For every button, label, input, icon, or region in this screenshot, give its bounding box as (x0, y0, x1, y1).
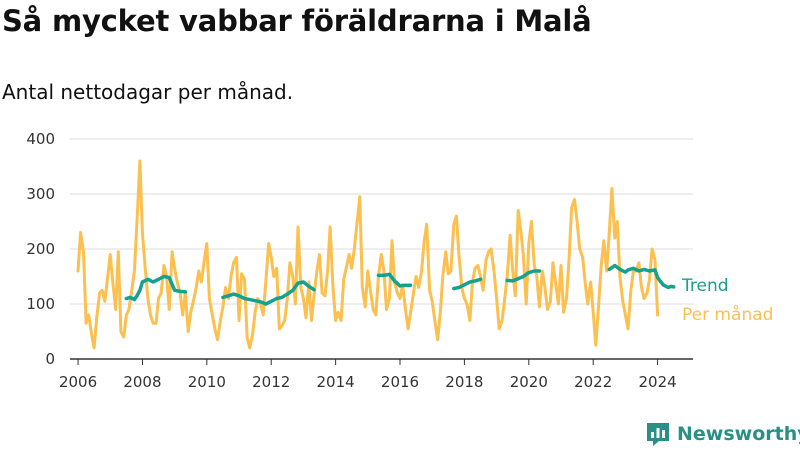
line-trend-segment (505, 269, 542, 283)
legend: Trend Per månad (681, 276, 773, 325)
y-tick-label: 400 (26, 130, 55, 148)
x-tick-label: 2012 (252, 373, 290, 391)
line-trend-segment (452, 277, 483, 291)
x-tick-label: 2018 (445, 373, 483, 391)
x-tick-label: 2024 (638, 373, 676, 391)
series-per-manad (76, 159, 660, 350)
x-tick-label: 2014 (317, 373, 355, 391)
x-tick-label: 2008 (123, 373, 161, 391)
series-trend (124, 263, 676, 306)
x-tick-label: 2020 (510, 373, 548, 391)
line-trend-segment (607, 263, 676, 290)
chart-title: Så mycket vabbar föräldrarna i Malå (2, 4, 592, 38)
legend-trend-label: Trend (681, 276, 729, 296)
brand-logo: Newsworthy (645, 420, 800, 448)
x-tick-label: 2006 (59, 373, 97, 391)
y-axis: 0 100 200 300 400 (26, 130, 55, 368)
x-tick-label: 2022 (574, 373, 612, 391)
line-trend-segment (376, 272, 413, 288)
y-tick-label: 300 (26, 185, 55, 203)
legend-per-manad-label: Per månad (682, 304, 773, 325)
chart-subtitle: Antal nettodagar per månad. (2, 80, 294, 104)
newsworthy-logo-icon (647, 423, 669, 446)
y-tick-label: 0 (45, 350, 55, 368)
x-tick-label: 2016 (381, 373, 419, 391)
y-tick-label: 100 (26, 295, 55, 313)
line-per-manad (76, 159, 660, 350)
brand-name: Newsworthy (677, 423, 800, 445)
line-trend-segment (124, 274, 188, 302)
line-trend-segment (221, 280, 316, 306)
x-axis: 2006 2008 2010 2012 2014 2016 2018 2020 2022 2024 (59, 358, 693, 391)
y-tick-label: 200 (26, 240, 55, 258)
x-tick-label: 2010 (188, 373, 226, 391)
